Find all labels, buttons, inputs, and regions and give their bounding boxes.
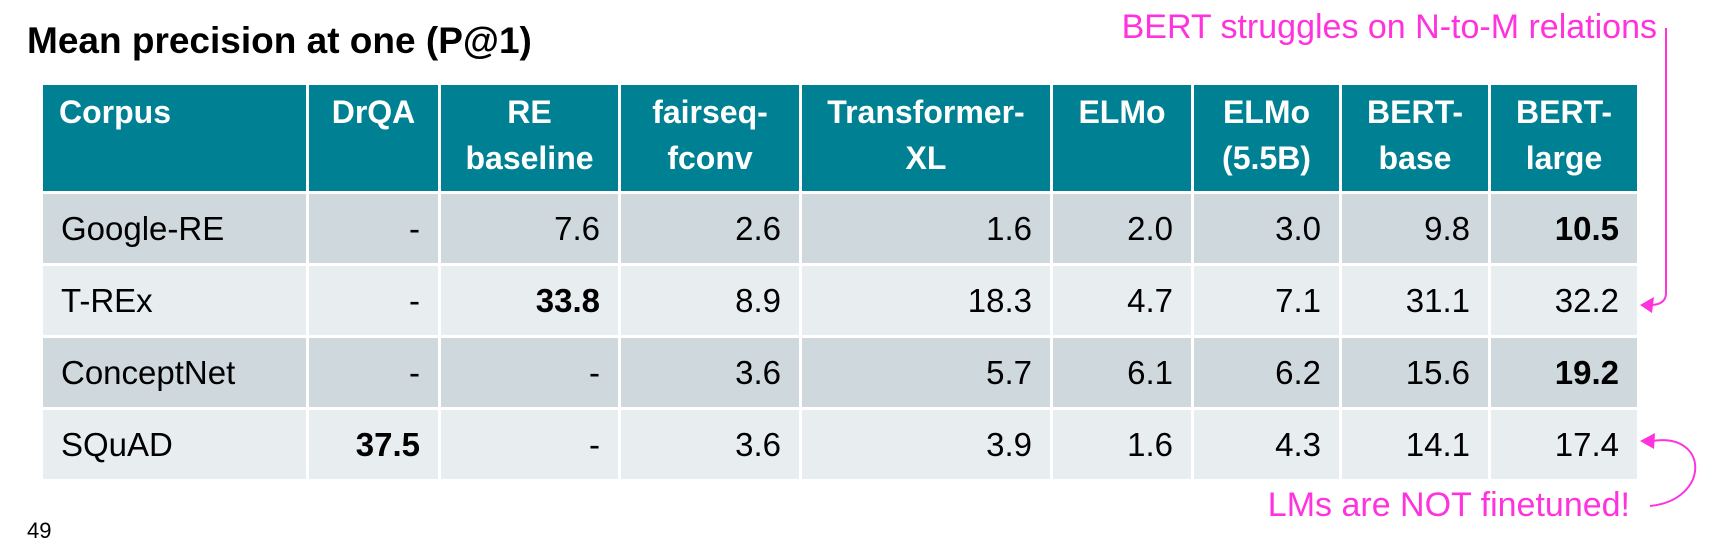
table-cell: 31.1 bbox=[1339, 263, 1491, 338]
table-row: T-REx -33.8 8.9 18.3 4.7 7.1 31.1 32.2 bbox=[40, 263, 1640, 338]
arrow-to-squad-head bbox=[1640, 433, 1655, 449]
column-header-text: base bbox=[1378, 140, 1452, 176]
table-cell: 1.6 bbox=[799, 191, 1053, 266]
table-cell: 18.3 bbox=[799, 263, 1053, 338]
column-header: Transformer- XL bbox=[799, 82, 1053, 194]
table-cell: - bbox=[306, 335, 441, 410]
table-cell: - bbox=[438, 335, 621, 410]
column-header-text: ELMo bbox=[1078, 94, 1166, 130]
table-cell: 6.1 bbox=[1050, 335, 1194, 410]
table-cell: 19.2 bbox=[1488, 335, 1640, 410]
column-header-text: ELMo bbox=[1222, 94, 1311, 130]
column-header: BERT-base bbox=[1339, 82, 1491, 194]
table-cell: 15.6 bbox=[1339, 335, 1491, 410]
table-cell: 10.5 bbox=[1488, 191, 1640, 266]
table-cell: 1.6 bbox=[1050, 407, 1194, 482]
table-row: ConceptNet - -3.6 5.7 6.1 6.2 15.6 19.2 bbox=[40, 335, 1640, 410]
row-label: T-REx bbox=[40, 263, 309, 338]
arrow-to-squad-line bbox=[1649, 439, 1697, 507]
column-header-text: large bbox=[1525, 140, 1603, 176]
column-header-text: baseline bbox=[465, 140, 594, 176]
table-row: SQuAD 37.5-3.6 3.9 1.6 4.3 14.1 17.4 bbox=[40, 407, 1640, 482]
column-header: RE baseline bbox=[438, 82, 621, 194]
table-cell: 37.5 bbox=[306, 407, 441, 482]
table-cell: 33.8 bbox=[438, 263, 621, 338]
column-header-text: BERT- bbox=[1367, 94, 1463, 130]
column-header-text: Transformer- bbox=[827, 94, 1025, 130]
table-cell: 4.7 bbox=[1050, 263, 1194, 338]
page-number: 49 bbox=[27, 518, 52, 543]
column-header: DrQA bbox=[306, 82, 441, 194]
column-header-text: RE bbox=[507, 94, 552, 130]
column-header-text: fconv bbox=[667, 140, 753, 176]
table-cell: 7.1 bbox=[1191, 263, 1342, 338]
table-cell: 9.8 bbox=[1339, 191, 1491, 266]
table-cell: 17.4 bbox=[1488, 407, 1640, 482]
table-cell: 3.9 bbox=[799, 407, 1053, 482]
slide-title: Mean precision at one (P@1) bbox=[27, 20, 532, 61]
table-cell: - bbox=[306, 191, 441, 266]
column-header-text: Corpus bbox=[59, 94, 171, 130]
table-cell: 8.9 bbox=[618, 263, 802, 338]
table-cell: 6.2 bbox=[1191, 335, 1342, 410]
annotation-bottom: LMs are NOT finetuned! bbox=[1267, 486, 1630, 524]
table-cell: 7.6 bbox=[438, 191, 621, 266]
row-label: ConceptNet bbox=[40, 335, 309, 410]
table-cell: 4.3 bbox=[1191, 407, 1342, 482]
results-table: Corpus DrQA RE baseline fairseq-fconv Transfo… bbox=[40, 82, 1640, 482]
column-header: ELMo (5.5B) bbox=[1191, 82, 1342, 194]
table-cell: 3.6 bbox=[618, 407, 802, 482]
table-cell: 3.6 bbox=[618, 335, 802, 410]
column-header-text: DrQA bbox=[331, 94, 416, 130]
column-header-text: BERT- bbox=[1516, 94, 1612, 130]
column-header: Corpus bbox=[40, 82, 309, 194]
row-label: Google-RE bbox=[40, 191, 309, 266]
table-cell: - bbox=[438, 407, 621, 482]
header-row: Corpus DrQA RE baseline fairseq-fconv Transfo… bbox=[40, 82, 1640, 194]
table-cell: 3.0 bbox=[1191, 191, 1342, 266]
column-header-text: (5.5B) bbox=[1222, 140, 1311, 176]
table-cell: - bbox=[306, 263, 441, 338]
column-header: fairseq-fconv bbox=[618, 82, 802, 194]
arrow-to-trex-head bbox=[1640, 297, 1654, 313]
table-cell: 14.1 bbox=[1339, 407, 1491, 482]
annotation-top: BERT struggles on N-to-M relations bbox=[1121, 8, 1657, 46]
table-cell: 2.6 bbox=[618, 191, 802, 266]
arrow-to-trex-line bbox=[1649, 28, 1667, 306]
table-cell: 32.2 bbox=[1488, 263, 1640, 338]
table-body: Google-RE -7.6 2.6 1.6 2.0 3.0 9.8 10.5 T-REx -33… bbox=[40, 191, 1640, 482]
table-cell: 2.0 bbox=[1050, 191, 1194, 266]
column-header: BERT-large bbox=[1488, 82, 1640, 194]
column-header-text: fairseq- bbox=[652, 94, 768, 130]
table-cell: 5.7 bbox=[799, 335, 1053, 410]
column-header-text: XL bbox=[905, 140, 947, 176]
column-header: ELMo bbox=[1050, 82, 1194, 194]
row-label: SQuAD bbox=[40, 407, 309, 482]
table-row: Google-RE -7.6 2.6 1.6 2.0 3.0 9.8 10.5 bbox=[40, 191, 1640, 266]
